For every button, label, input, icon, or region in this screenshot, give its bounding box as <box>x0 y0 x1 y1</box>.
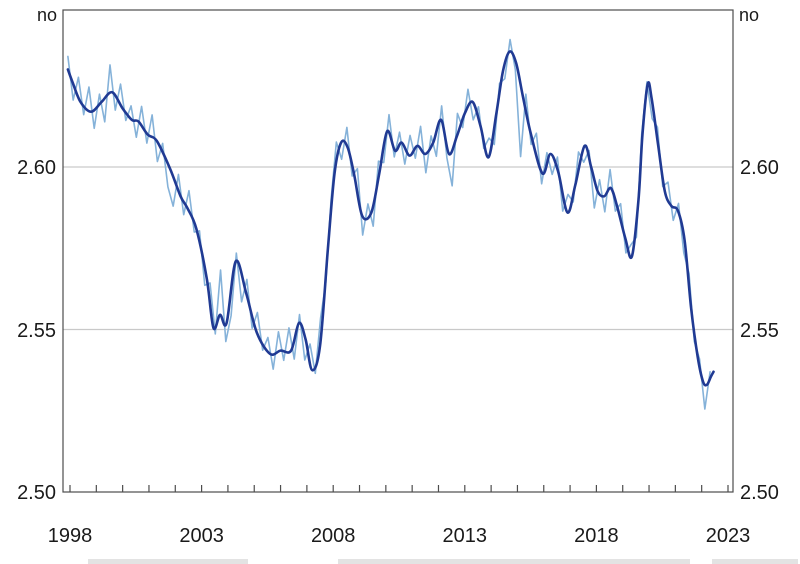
x-ticks-layer <box>69 485 729 492</box>
y-axis-label-left-260: 2.60 <box>17 157 56 179</box>
y-axis-label-right-255: 2.55 <box>740 320 779 342</box>
cropped-bottom-content-layer <box>88 559 798 564</box>
unit-label-left: no <box>37 5 57 25</box>
x-axis-label-1998: 1998 <box>48 525 93 547</box>
x-axis-label-2008: 2008 <box>311 525 356 547</box>
series-layer <box>66 38 715 410</box>
y-axis-label-right-250: 2.50 <box>740 482 779 504</box>
y-axis-label-left-250: 2.50 <box>17 482 56 504</box>
unit-label-right: no <box>739 5 759 25</box>
cropped-legend-fragment <box>88 559 248 564</box>
gridlines-layer <box>63 166 733 331</box>
monthly-series-line <box>67 38 711 410</box>
trend-series-line <box>66 50 715 387</box>
y-axis-label-left-255: 2.55 <box>17 320 56 342</box>
x-axis-label-2013: 2013 <box>443 525 488 547</box>
cropped-legend-fragment <box>712 559 798 564</box>
x-axis-label-2003: 2003 <box>179 525 224 547</box>
x-axis-label-2018: 2018 <box>574 525 619 547</box>
x-axis-label-2023: 2023 <box>706 525 751 547</box>
cropped-legend-fragment <box>338 559 690 564</box>
plot-border <box>62 9 734 493</box>
y-axis-label-right-260: 2.60 <box>740 157 779 179</box>
